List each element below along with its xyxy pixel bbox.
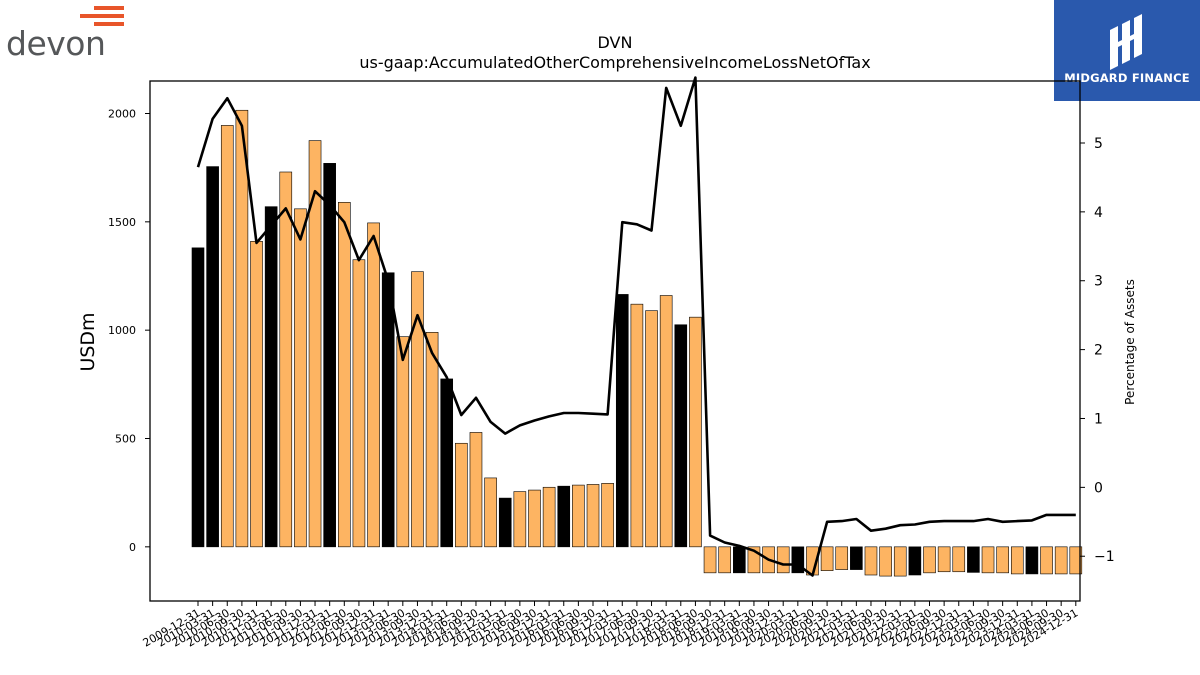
- bar-2018-03-31: [674, 324, 688, 548]
- bar-2021-09-30: [879, 546, 892, 577]
- bar-2010-09-30: [235, 109, 249, 548]
- y2-tick-label: 5: [1094, 136, 1103, 152]
- bar-2015-06-30: [513, 491, 527, 548]
- devon-logo-text: devon: [6, 24, 106, 63]
- line-layer: [196, 76, 1076, 577]
- bar-2012-09-30: [352, 259, 366, 548]
- bar-2018-09-30: [703, 546, 717, 574]
- bar-2011-09-30: [294, 208, 307, 548]
- y2-tick-label: 1: [1094, 411, 1103, 427]
- devon-logo: devon: [4, 4, 128, 64]
- bar-2023-09-30: [996, 546, 1009, 574]
- bar-2017-12-31: [659, 295, 673, 548]
- y-tick-label: 2000: [108, 108, 136, 121]
- bar-2022-09-30: [937, 546, 951, 573]
- y2-tick-label: 2: [1094, 343, 1103, 359]
- bar-2015-12-31: [542, 486, 556, 548]
- y-tick-label: 500: [115, 433, 136, 446]
- devon-logo-mark: [80, 6, 124, 26]
- bar-2023-06-30: [981, 546, 995, 574]
- bar-2010-12-31: [250, 241, 263, 548]
- y-tick-label: 1000: [108, 324, 136, 337]
- bar-2011-06-30: [279, 171, 293, 548]
- bar-2016-06-30: [572, 484, 585, 548]
- y2-tick-label: 4: [1094, 205, 1103, 221]
- bar-2013-03-31: [381, 272, 395, 548]
- bar-2011-12-31: [308, 140, 322, 548]
- bar-2021-06-30: [864, 546, 878, 576]
- bar-2023-03-31: [967, 546, 980, 573]
- bar-2015-09-30: [528, 489, 541, 548]
- bar-2011-03-31: [264, 206, 278, 548]
- bar-2013-09-30: [411, 271, 424, 548]
- bar-2018-06-30: [689, 316, 702, 548]
- bar-2013-06-30: [396, 336, 410, 548]
- y2-axis-label: Percentage of Assets: [1123, 279, 1137, 405]
- y-axis: 0 500 1000 1500 2000: [108, 108, 150, 554]
- chart-subtitle: us-gaap:AccumulatedOtherComprehensiveInc…: [359, 53, 870, 72]
- bar-2014-09-30: [469, 432, 483, 548]
- bar-2017-09-30: [645, 310, 658, 548]
- bar-2016-09-30: [586, 484, 600, 548]
- bar-2012-06-30: [337, 202, 351, 548]
- bar-2018-12-31: [718, 546, 731, 574]
- y-tick-label: 1500: [108, 216, 136, 229]
- y2-tick-label: 0: [1094, 480, 1103, 496]
- bar-2023-12-31: [1010, 546, 1024, 575]
- bar-2022-06-30: [923, 546, 936, 574]
- bar-2016-12-31: [601, 483, 614, 548]
- bar-2020-09-30: [820, 546, 834, 571]
- x-axis: 2009-12-312010-03-312010-06-302010-09-30…: [141, 601, 1080, 650]
- bar-2010-03-31: [206, 166, 219, 548]
- bar-2021-03-31: [850, 546, 863, 570]
- bar-2015-03-31: [498, 497, 512, 548]
- bar-2016-03-31: [557, 485, 571, 548]
- bar-2017-06-30: [630, 303, 644, 548]
- chart-title: DVN: [598, 33, 633, 52]
- bar-2022-12-31: [952, 546, 966, 573]
- bar-2022-03-31: [908, 546, 922, 576]
- bar-2019-12-31: [776, 546, 790, 574]
- bar-2024-03-31: [1025, 546, 1039, 575]
- bar-2014-03-31: [440, 378, 454, 548]
- midgard-logo-text: MIDGARD FINANCE: [1064, 71, 1190, 85]
- bar-2020-12-31: [835, 546, 849, 570]
- midgard-finance-logo: MIDGARD FINANCE: [1054, 0, 1200, 101]
- bar-2014-06-30: [455, 442, 468, 548]
- bar-2024-09-30: [1054, 546, 1068, 575]
- bar-2024-06-30: [1040, 546, 1053, 575]
- y-axis-label: USDm: [77, 312, 99, 371]
- bar-2017-03-31: [615, 294, 629, 548]
- y2-tick-label: −1: [1094, 549, 1115, 565]
- bar-2009-12-31: [191, 247, 205, 548]
- y-tick-label: 0: [129, 541, 136, 554]
- bar-2019-03-31: [733, 546, 746, 574]
- midgard-logo-mark: [1110, 14, 1142, 70]
- pct-assets-line: [196, 76, 1076, 577]
- bar-2021-12-31: [893, 546, 907, 577]
- plot-frame: [149, 80, 1081, 602]
- y2-tick-label: 3: [1094, 274, 1103, 290]
- bars-group: [191, 109, 1083, 577]
- y2-axis: −1 0 1 2 3 4 5: [1080, 136, 1115, 565]
- bar-2014-12-31: [484, 477, 497, 548]
- bar-2012-03-31: [323, 163, 336, 548]
- bar-2013-12-31: [425, 332, 439, 548]
- bar-2012-12-31: [367, 222, 380, 548]
- bar-2024-12-31: [1069, 546, 1083, 575]
- bar-2010-06-30: [220, 125, 234, 548]
